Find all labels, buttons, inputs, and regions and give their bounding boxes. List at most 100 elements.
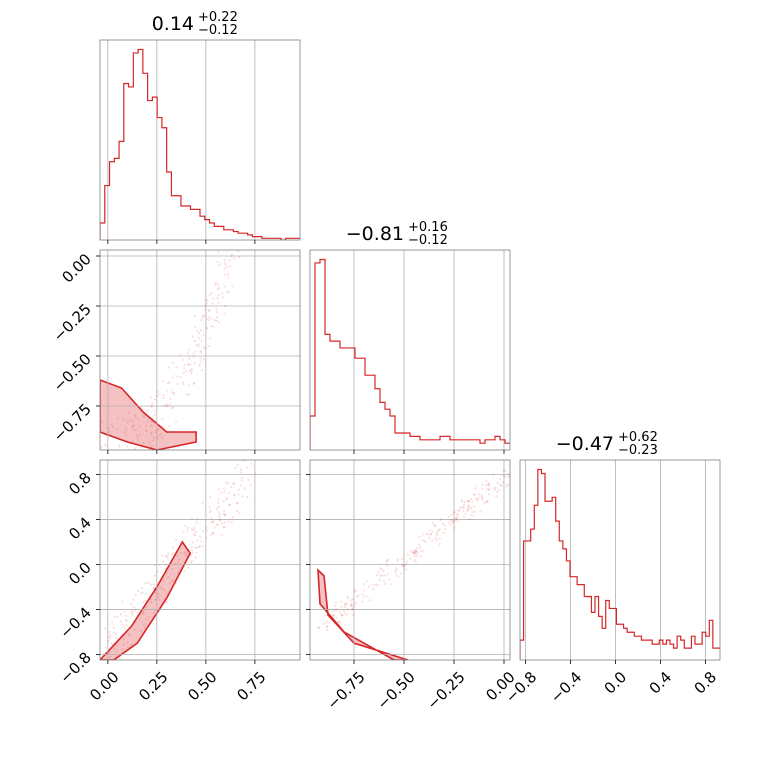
scatter-point [250, 462, 253, 465]
scatter-point [369, 599, 372, 602]
scatter-point [450, 513, 453, 517]
scatter-point [471, 510, 474, 513]
scatter-point [451, 521, 454, 524]
scatter-point [467, 505, 470, 508]
scatter-point [109, 634, 112, 637]
scatter-point [436, 530, 439, 533]
scatter-point [195, 551, 198, 554]
scatter-point [499, 478, 502, 481]
scatter-point [153, 587, 156, 590]
scatter-point [389, 583, 392, 586]
scatter-point [197, 331, 201, 335]
scatter-point [411, 551, 414, 554]
title-median: 0.14 [152, 13, 194, 35]
scatter-point [365, 595, 368, 598]
scatter-point [396, 575, 399, 578]
scatter-point [340, 600, 343, 603]
scatter-point [487, 482, 490, 485]
scatter-point [335, 616, 338, 619]
scatter-point [468, 518, 471, 521]
scatter-point [459, 505, 462, 509]
x-tick-label: −0.75 [324, 668, 369, 713]
scatter-point [463, 500, 467, 504]
title-minus: −0.23 [618, 443, 658, 458]
scatter-point [456, 520, 460, 523]
scatter-point [342, 614, 345, 617]
scatter-point [135, 452, 137, 454]
scatter-point [212, 326, 215, 329]
scatter-point [158, 393, 161, 396]
scatter-point [210, 324, 213, 328]
panel-frame [99, 459, 301, 661]
scatter-point [136, 589, 140, 592]
scatter-point [455, 516, 458, 519]
scatter-point [464, 512, 467, 515]
scatter-point [189, 553, 192, 557]
scatter-point [217, 501, 220, 505]
scatter-point [481, 498, 484, 501]
scatter-point [237, 488, 240, 491]
scatter-point [122, 638, 125, 641]
scatter-point [360, 600, 364, 603]
scatter-point [224, 513, 227, 516]
contour-fill-layer [100, 379, 409, 660]
scatter-point [173, 562, 177, 565]
scatter-point [174, 420, 178, 423]
scatter-point [357, 594, 360, 597]
scatter-point [116, 638, 119, 641]
scatter-point [216, 250, 220, 254]
scatter-point [139, 408, 143, 411]
scatter-point [167, 424, 170, 428]
scatter-point [134, 594, 137, 597]
scatter-point [150, 446, 153, 449]
scatter-point [104, 627, 107, 630]
scatter-group [104, 460, 257, 660]
scatter-point [211, 532, 214, 535]
scatter-point [462, 515, 465, 519]
scatter-point [237, 493, 240, 496]
scatter-point [114, 633, 117, 636]
y-tick-label: −0.8 [56, 648, 94, 686]
scatter-point [201, 544, 205, 547]
scatter-point [140, 446, 143, 449]
scatter-point [130, 457, 132, 459]
scatter-point [412, 550, 415, 553]
scatter-point [112, 631, 115, 634]
scatter-point [386, 559, 389, 562]
scatter-point [223, 261, 226, 265]
scatter-point [218, 518, 221, 521]
scatter-point [504, 475, 507, 478]
scatter-point [229, 265, 232, 268]
scatter-point [204, 308, 207, 311]
scatter-point [474, 486, 477, 490]
scatter-point [187, 352, 190, 355]
scatter-point [210, 520, 213, 524]
scatter-point [160, 576, 164, 579]
scatter-point [194, 534, 197, 537]
scatter-point [190, 369, 193, 372]
scatter-point [143, 446, 146, 449]
scatter-point [241, 495, 244, 498]
scatter-point [106, 652, 110, 655]
scatter-point [210, 517, 213, 520]
histogram-line [100, 48, 300, 240]
scatter-point [481, 483, 484, 486]
scatter-point [196, 539, 199, 542]
scatter-point [150, 405, 153, 408]
title-layer: 0.14 +0.22−0.12−0.81 +0.16−0.12−0.47 +0.62−… [152, 10, 658, 458]
scatter-point [111, 425, 114, 428]
scatter-point [187, 384, 190, 387]
scatter-point [332, 609, 335, 613]
scatter-point [229, 503, 232, 506]
scatter-point [105, 434, 108, 437]
scatter-point [223, 525, 226, 528]
scatter-point [347, 597, 350, 600]
frame-layer [99, 39, 721, 661]
scatter-point [185, 554, 188, 557]
scatter-point [215, 319, 218, 322]
scatter-point [150, 601, 153, 604]
scatter-point [148, 416, 151, 420]
scatter-point [409, 550, 412, 553]
title-minus: −0.12 [408, 233, 448, 248]
scatter-point [125, 620, 128, 623]
